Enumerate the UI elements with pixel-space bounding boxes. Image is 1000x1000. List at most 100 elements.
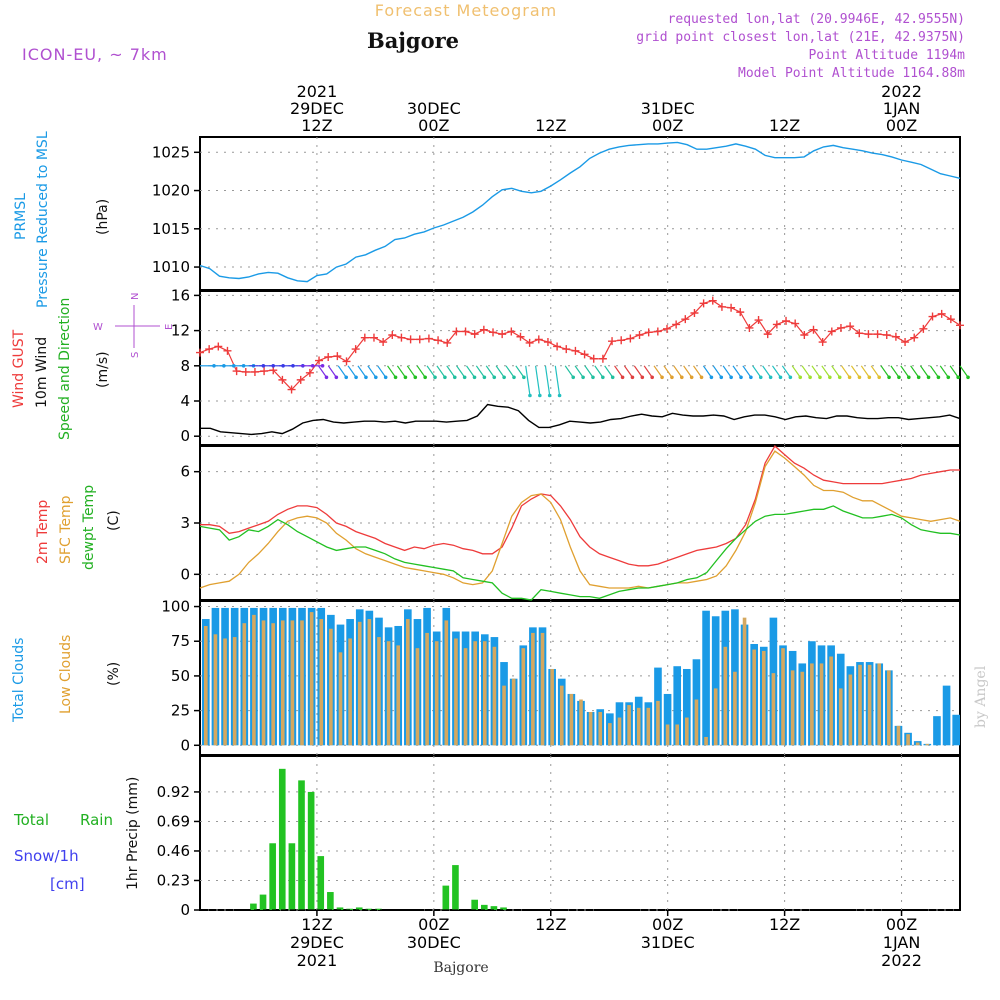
compass-east: E <box>164 324 175 330</box>
wind-arrow-head <box>670 375 674 380</box>
gust-marker <box>342 357 351 366</box>
low-cloud-bar <box>656 700 660 746</box>
wind-arrow-head <box>808 375 812 380</box>
wind-arrow-head <box>966 375 970 380</box>
compass-west: W <box>93 322 103 333</box>
low-cloud-bar <box>675 724 680 746</box>
low-clouds-label: Low Clouds <box>58 635 74 714</box>
gust-marker <box>736 308 745 317</box>
low-cloud-bar <box>261 620 266 746</box>
wind-direction-arrow <box>663 365 673 378</box>
gust-line <box>199 300 961 391</box>
gust-marker <box>553 342 562 351</box>
grid-point-coordinates: grid point closest lon,lat (21E, 42.9375… <box>636 30 965 45</box>
low-cloud-bar <box>559 685 564 746</box>
wind-arrow-head <box>946 375 951 380</box>
low-cloud-bar <box>338 652 343 746</box>
precip-bar <box>500 907 507 910</box>
low-cloud-bar <box>482 641 487 746</box>
wind-arrow-head <box>443 375 447 380</box>
wind-arrow-head <box>482 375 487 380</box>
wind-direction-arrow <box>623 365 633 378</box>
low-cloud-bar <box>636 707 641 746</box>
precip-bar <box>259 894 267 910</box>
wind-arrow-head <box>749 375 753 380</box>
gust-marker <box>507 327 516 336</box>
gust-marker <box>635 331 644 339</box>
low-cloud-bar <box>290 620 295 746</box>
low-cloud-bar <box>367 619 372 746</box>
wind-direction-arrow <box>929 365 939 378</box>
wind-direction-arrow <box>387 365 397 378</box>
gust-marker <box>626 334 635 343</box>
wind-direction-arrow <box>831 365 841 378</box>
gust-marker <box>379 338 388 347</box>
wind-arrow-head <box>689 375 694 380</box>
wind-arrow-head <box>847 375 852 380</box>
wind-arrow-head <box>897 375 901 380</box>
total-clouds-label: Total Clouds <box>11 638 27 723</box>
precip-tick-label: 0.46 <box>157 842 190 860</box>
wind-arrow-head <box>679 375 684 380</box>
wind-tick-label: 4 <box>180 392 190 410</box>
wind-direction-arrow <box>693 365 703 378</box>
gust-marker <box>681 315 690 324</box>
top-time-label: 00Z <box>652 116 683 135</box>
wind-arrow-head <box>324 375 329 380</box>
gust-marker <box>717 302 726 311</box>
gust-marker <box>937 309 946 318</box>
gust-marker <box>223 346 232 355</box>
precip-bar <box>442 885 450 910</box>
cloud-tick-label: 100 <box>161 598 190 616</box>
temp-unit: (C) <box>106 510 122 531</box>
wind-direction-arrow <box>900 365 910 378</box>
wind-arrow-head <box>916 375 921 380</box>
wind-direction-arrow <box>673 365 683 378</box>
low-cloud-bar <box>492 646 497 746</box>
low-cloud-bar <box>848 674 853 746</box>
precip-bar <box>278 768 286 910</box>
gust-marker <box>589 354 598 363</box>
prmsl-label: PRMSL <box>13 193 29 240</box>
wind-direction-arrow <box>870 365 880 378</box>
low-cloud-bar <box>752 649 756 746</box>
low-cloud-bar <box>790 670 795 746</box>
wind-direction-arrow <box>367 365 377 378</box>
bottom-time-label: 12Z <box>535 915 566 934</box>
wind-arrow-head <box>334 375 339 380</box>
gust-marker <box>452 327 461 336</box>
low-cloud-bar <box>396 645 401 746</box>
wind-direction-arrow <box>742 365 752 378</box>
wind-direction-arrow <box>722 365 732 378</box>
wind-direction-arrow <box>653 365 663 378</box>
gust-marker <box>873 330 882 339</box>
precip-tick-label: 0.69 <box>157 812 190 830</box>
wind-arrow-head <box>364 375 368 380</box>
low-cloud-bar <box>242 623 247 746</box>
wind-direction-arrow <box>466 365 476 378</box>
low-cloud-bar <box>425 632 429 746</box>
wind-direction-arrow <box>633 365 643 378</box>
wind-arrow-head <box>591 375 595 380</box>
bottom-time-label: 31DEC <box>641 933 695 952</box>
gust-marker <box>205 345 214 354</box>
bottom-time-label: 2022 <box>881 951 922 970</box>
gust-marker <box>910 333 919 342</box>
low-cloud-bar <box>810 663 814 746</box>
low-cloud-bar <box>444 620 449 746</box>
wind-arrow-head <box>936 375 941 380</box>
gust-marker <box>745 323 754 332</box>
wind-arrow-head <box>956 375 960 380</box>
gust-marker <box>827 327 836 336</box>
gust-marker <box>324 353 333 361</box>
wind-direction-arrow <box>791 365 801 378</box>
wind-arrow-head <box>877 375 881 380</box>
low-cloud-bar <box>300 620 304 746</box>
wind-direction-arrow <box>357 365 367 378</box>
wind-arrow-head <box>857 375 862 380</box>
low-cloud-bar <box>357 621 362 746</box>
wind-direction-arrow <box>377 365 387 378</box>
wind-arrow-head <box>818 375 822 380</box>
